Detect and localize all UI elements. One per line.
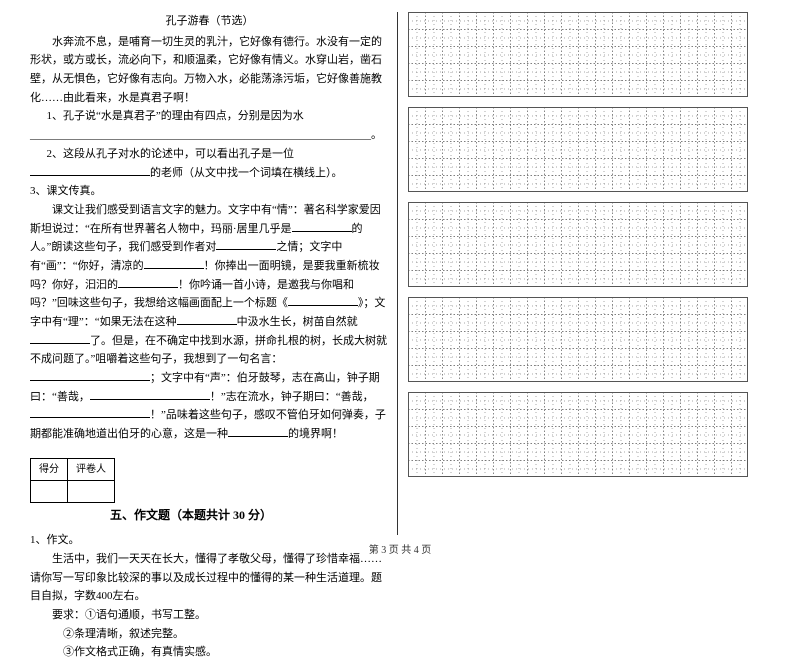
q3-text-g: 中汲水生长，树苗自然就 [237, 316, 358, 328]
page-container: 孔子游春（节选） 水奔流不息，是哺育一切生灵的乳汁，它好像有德行。水没有一定的形… [0, 0, 800, 535]
req-1: ①语句通顺，书写工整。 [85, 609, 206, 621]
requirements: 要求：①语句通顺，书写工整。 [30, 606, 389, 625]
writing-grid-block[interactable] [408, 297, 766, 382]
question-1-line: ________________________________________… [30, 126, 389, 145]
question-3: 3、课文传真。 [30, 182, 389, 201]
question-3-body-2: ；文字中有“声”：伯牙鼓琴，志在高山，钟子期曰：“善哉，！”志在流水，钟子期曰：… [30, 369, 389, 444]
question-2b-text: 的老师（从文中找一个词填在横线上）。 [150, 167, 343, 179]
blank-fill[interactable] [30, 407, 150, 418]
blank-fill[interactable] [292, 221, 352, 232]
grid-svg [408, 12, 748, 97]
writing-grid-area[interactable] [408, 12, 766, 477]
score-cell-1[interactable] [31, 480, 68, 502]
blank-fill[interactable] [288, 295, 358, 306]
req-2: ②条理清晰，叙述完整。 [30, 625, 389, 644]
grid-svg [408, 107, 748, 192]
question-2: 2、这段从孔子对水的论述中，可以看出孔子是一位的老师（从文中找一个词填在横线上）… [30, 145, 389, 182]
score-header-1: 得分 [31, 458, 68, 480]
left-column: 孔子游春（节选） 水奔流不息，是哺育一切生灵的乳汁，它好像有德行。水没有一定的形… [30, 12, 398, 535]
writing-grid-block[interactable] [408, 107, 766, 192]
grid-svg [408, 392, 748, 477]
writing-grid-block[interactable] [408, 392, 766, 477]
score-header-2: 评卷人 [68, 458, 115, 480]
req-label: 要求： [52, 609, 85, 621]
score-table: 得分 评卷人 [30, 458, 115, 503]
blank-fill[interactable] [177, 314, 237, 325]
q3-text-j: ！”志在流水，钟子期曰：“善哉， [210, 391, 374, 403]
writing-grid-block[interactable] [408, 12, 766, 97]
section-title: 五、作文题（本题共计 30 分） [110, 505, 389, 525]
question-3-body: 课文让我们感受到语言文字的魅力。文字中有“情”：著名科学家爱因斯坦说过：“在所有… [30, 201, 389, 369]
page-footer: 第 3 页 共 4 页 [0, 542, 800, 559]
writing-grid-block[interactable] [408, 202, 766, 287]
grid-svg [408, 202, 748, 287]
blank-fill[interactable] [144, 258, 204, 269]
blank-fill[interactable] [30, 165, 150, 176]
right-column [398, 12, 766, 535]
blank-fill[interactable] [90, 389, 210, 400]
blank-fill[interactable] [216, 239, 276, 250]
grid-svg [408, 297, 748, 382]
passage-body: 水奔流不息，是哺育一切生灵的乳汁，它好像有德行。水没有一定的形状，或方或长，流必… [30, 33, 389, 108]
score-cell-2[interactable] [68, 480, 115, 502]
q3-text-l: 的境界啊！ [288, 428, 343, 440]
blank-fill[interactable] [228, 426, 288, 437]
question-1: 1、孔子说“水是真君子”的理由有四点，分别是因为水 [30, 107, 389, 126]
blank-fill[interactable] [30, 333, 90, 344]
question-2a-text: 2、这段从孔子对水的论述中，可以看出孔子是一位 [47, 148, 295, 160]
blank-fill[interactable] [118, 277, 178, 288]
passage-title: 孔子游春（节选） [30, 12, 389, 31]
req-3: ③作文格式正确，有真情实感。 [30, 643, 389, 662]
blank-fill[interactable] [30, 370, 150, 381]
